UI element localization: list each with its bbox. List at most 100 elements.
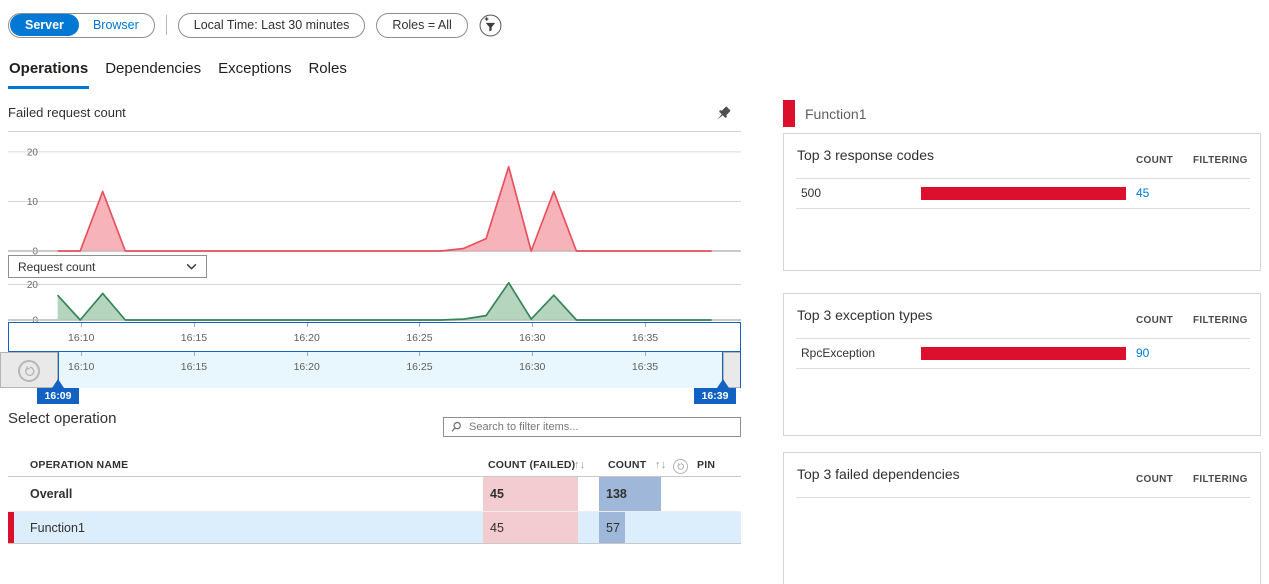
axis-tick-label: 16:15 [180, 332, 208, 344]
axis-tick-label: 16:30 [519, 361, 546, 373]
request-count-chart: 0 20 [8, 280, 741, 327]
svg-text:0: 0 [32, 316, 38, 327]
brush-left-handle[interactable] [0, 352, 58, 388]
count-failed-value: 45 [490, 487, 504, 501]
card-count-header: COUNT [1136, 474, 1174, 485]
chevron-down-icon [186, 263, 197, 270]
failed-request-count-chart: 0 10 20 [8, 147, 741, 258]
axis-tick [306, 352, 308, 356]
failed-chart-title: Failed request count [8, 105, 126, 120]
operation-row-function1[interactable]: Function1 45 57 [8, 512, 741, 544]
pin-chart-icon[interactable] [713, 104, 733, 124]
axis-tick-label: 16:20 [293, 332, 320, 344]
add-filter-icon[interactable] [479, 14, 502, 37]
count-value: 138 [606, 487, 627, 501]
axis-tick [81, 323, 83, 327]
toolbar-divider [165, 15, 167, 35]
search-icon [451, 421, 461, 432]
axis-tick [306, 323, 308, 327]
select-operation-heading: Select operation [8, 410, 117, 427]
operation-name: Overall [30, 487, 73, 501]
axis-tick [532, 323, 534, 327]
search-box [443, 417, 741, 437]
count-value: 57 [606, 520, 620, 535]
count-failed-bar: 45 [483, 477, 578, 511]
browser-toggle-button[interactable]: Browser [79, 14, 153, 36]
column-count: COUNT [608, 459, 647, 471]
selected-operation-name: Function1 [805, 105, 867, 122]
card-filtering-header: FILTERING [1193, 155, 1248, 166]
brush-start-marker[interactable] [52, 379, 64, 388]
card-row-bar [921, 347, 1126, 360]
card-row-500[interactable]: 45 500 [796, 179, 1250, 209]
reset-zoom-icon[interactable] [18, 360, 40, 382]
axis-tick [193, 352, 195, 356]
card-top-3-exception-types: Top 3 exception types COUNT FILTERING 90 Rpc… [783, 293, 1261, 436]
metric-dropdown[interactable]: Request count [8, 255, 207, 278]
failed-indicator-block [783, 100, 795, 127]
brush-end-marker[interactable] [717, 379, 729, 388]
svg-text:20: 20 [27, 280, 39, 291]
tab-dependencies[interactable]: Dependencies [105, 60, 202, 77]
brush-start-time-label: 16:09 [37, 388, 79, 404]
failed-indicator-block [8, 512, 14, 543]
card-row-count-link[interactable]: 45 [1136, 186, 1150, 200]
brush-selected-range[interactable]: 16:10 16:15 16:20 16:25 16:30 16:35 [58, 352, 723, 388]
axis-tick-label: 16:25 [406, 332, 433, 344]
count-failed-value: 45 [490, 520, 504, 535]
axis-tick-label: 16:35 [631, 361, 659, 373]
operation-name: Function1 [30, 520, 85, 535]
card-divider [796, 178, 1250, 179]
column-count-failed: COUNT (FAILED) [488, 459, 576, 471]
search-input[interactable] [467, 420, 734, 434]
card-row-bar [921, 187, 1126, 200]
axis-tick [645, 323, 647, 327]
time-brush: 16:10 16:15 16:20 16:25 16:30 16:35 [0, 352, 741, 388]
axis-tick [645, 352, 647, 356]
metric-dropdown-value: Request count [18, 259, 96, 274]
funnel-icon [479, 14, 502, 36]
server-toggle-button[interactable]: Server [10, 14, 79, 36]
card-count-header: COUNT [1136, 315, 1174, 326]
column-operation-name: OPERATION NAME [30, 459, 129, 471]
roles-filter-pill[interactable]: Roles = All [376, 12, 468, 38]
sort-failed-icon[interactable]: ↑↓ [574, 459, 586, 471]
axis-tick-label: 16:10 [68, 332, 95, 344]
operation-row-overall[interactable]: Overall 45 138 [8, 477, 741, 512]
brush-end-time-label: 16:39 [694, 388, 736, 404]
svg-text:20: 20 [27, 147, 39, 158]
card-row-count-link[interactable]: 90 [1136, 346, 1150, 360]
card-divider [796, 338, 1250, 339]
axis-tick [419, 323, 421, 327]
request-chart-x-axis: 16:10 16:15 16:20 16:25 16:30 16:35 [8, 322, 741, 352]
axis-tick-label: 16:10 [68, 361, 95, 373]
sort-count-icon[interactable]: ↑↓ [655, 459, 667, 471]
card-title: Top 3 exception types [797, 307, 933, 323]
axis-tick [193, 323, 195, 327]
tab-roles[interactable]: Roles [308, 60, 347, 77]
card-row-name: RpcException [801, 346, 876, 360]
reset-sort-icon[interactable] [673, 459, 688, 474]
time-range-filter-pill[interactable]: Local Time: Last 30 minutes [177, 12, 366, 38]
card-title: Top 3 response codes [797, 147, 934, 163]
card-row-rpcexception[interactable]: 90 RpcException [796, 339, 1250, 369]
count-failed-bar: 45 [483, 512, 578, 543]
axis-tick-label: 16:35 [631, 332, 659, 344]
section-divider [8, 131, 741, 132]
axis-tick [419, 352, 421, 356]
operations-table-header: OPERATION NAME COUNT (FAILED) ↑↓ COUNT ↑… [8, 453, 741, 477]
card-filtering-header: FILTERING [1193, 474, 1248, 485]
toolbar: Server Browser Local Time: Last 30 minut… [8, 12, 502, 38]
axis-tick-label: 16:15 [180, 361, 208, 373]
tab-operations[interactable]: Operations [8, 57, 90, 89]
count-bar: 138 [599, 477, 661, 511]
column-pin: PIN [697, 459, 716, 471]
failed-chart-header: Failed request count [8, 104, 741, 128]
card-divider [796, 497, 1250, 498]
pivot-tabs: Operations Dependencies Exceptions Roles [8, 57, 348, 89]
svg-text:0: 0 [32, 247, 38, 258]
svg-text:10: 10 [27, 197, 39, 208]
card-filtering-header: FILTERING [1193, 315, 1248, 326]
tab-exceptions[interactable]: Exceptions [218, 60, 292, 77]
